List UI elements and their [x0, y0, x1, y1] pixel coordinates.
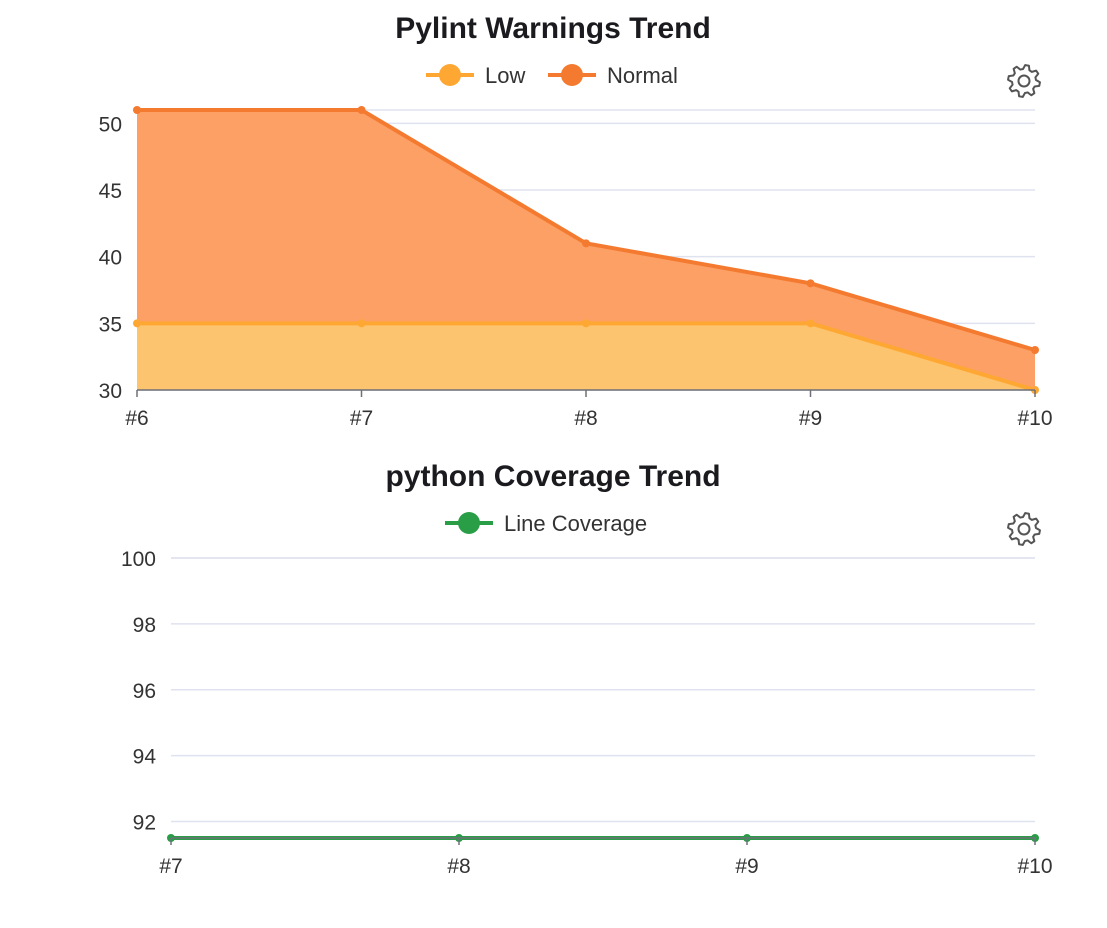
x-tick-label: #9 [799, 407, 822, 430]
chart-2: python Coverage Trend Line Coverage 92 94 96… [121, 460, 1053, 878]
x-tick-label: #10 [1017, 407, 1052, 430]
y-tick-label: 40 [99, 247, 122, 270]
y-tick-label: 100 [121, 548, 156, 571]
y-tick-label: 92 [133, 812, 156, 835]
y-tick-label: 94 [133, 746, 157, 769]
y-tick-label: 30 [99, 380, 122, 403]
legend-label: Normal [607, 63, 678, 88]
data-point[interactable] [806, 319, 815, 328]
x-tick-label: #7 [159, 855, 182, 878]
data-point[interactable] [357, 106, 366, 114]
legend-label: Low [485, 63, 525, 88]
x-tick-label: #10 [1017, 855, 1052, 878]
data-point[interactable] [1031, 346, 1039, 354]
legend: Low Normal [426, 63, 678, 88]
legend-marker [458, 512, 480, 534]
x-axis: #7 #8 #9 #10 [159, 837, 1053, 878]
x-tick-label: #7 [350, 407, 373, 430]
legend-marker [439, 64, 461, 86]
chart-title: python Coverage Trend [385, 460, 720, 493]
legend: Line Coverage [445, 511, 647, 536]
y-tick-label: 96 [133, 680, 156, 703]
data-point[interactable] [582, 319, 590, 328]
legend-item-line-coverage[interactable]: Line Coverage [445, 511, 647, 536]
x-axis: #6 #7 #8 #9 #10 [125, 389, 1053, 430]
legend-item-low[interactable]: Low [426, 63, 525, 88]
chart-1: Pylint Warnings Trend Low Normal 30 35 40 45 50… [99, 12, 1053, 430]
y-tick-label: 50 [99, 113, 122, 136]
x-tick-label: #6 [125, 407, 148, 430]
y-tick-label: 45 [99, 180, 122, 203]
chart-title: Pylint Warnings Trend [395, 12, 711, 45]
legend-label: Line Coverage [504, 511, 647, 536]
data-point[interactable] [133, 106, 141, 114]
y-tick-label: 98 [133, 614, 156, 637]
y-axis: 92 94 96 98 100 [121, 548, 1035, 835]
gear-outline [1007, 64, 1041, 98]
legend-marker [561, 64, 583, 86]
x-tick-label: #8 [574, 407, 597, 430]
series-group [133, 106, 1039, 394]
x-tick-label: #9 [735, 855, 758, 878]
data-point[interactable] [357, 319, 366, 328]
x-tick-label: #8 [447, 855, 470, 878]
data-point[interactable] [133, 319, 141, 328]
data-point[interactable] [806, 279, 815, 288]
legend-item-normal[interactable]: Normal [548, 63, 678, 88]
data-point[interactable] [582, 239, 590, 248]
gear-icon[interactable] [1007, 512, 1041, 546]
gear-icon[interactable] [1007, 64, 1041, 98]
area-low [137, 323, 1035, 390]
gear-center [1017, 522, 1031, 536]
gear-outline [1007, 512, 1041, 546]
y-tick-label: 35 [99, 313, 122, 336]
gear-center [1017, 74, 1031, 88]
